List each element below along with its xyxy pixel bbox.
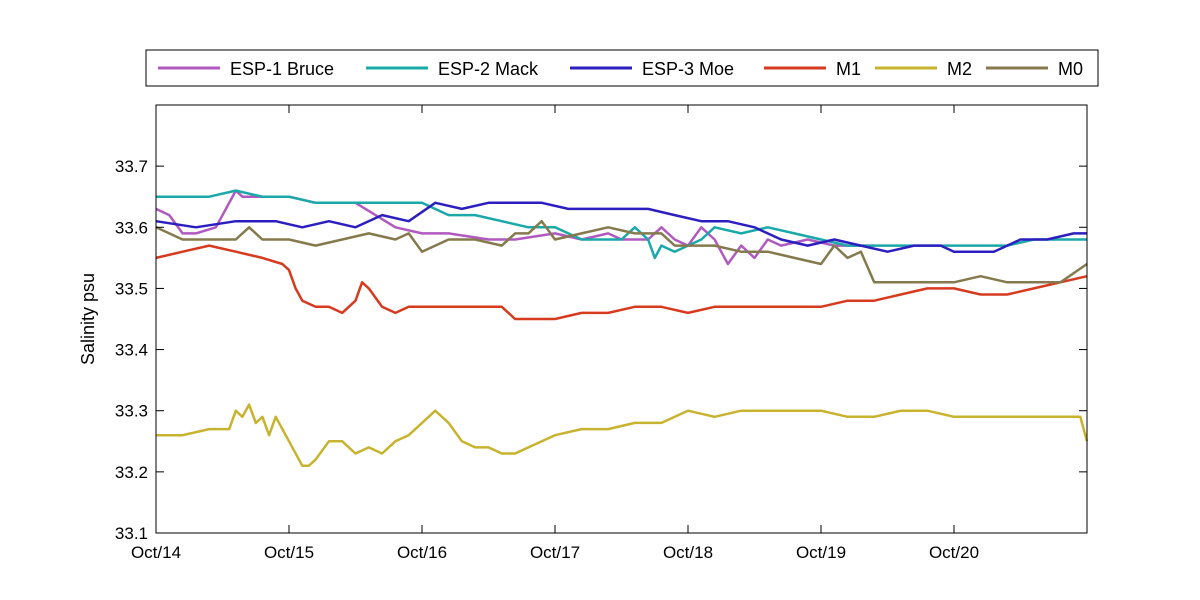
y-tick-label: 33.6	[115, 218, 148, 237]
legend-label: ESP-3 Moe	[642, 59, 734, 79]
x-tick-label: Oct/18	[663, 543, 713, 562]
x-tick-label: Oct/19	[796, 543, 846, 562]
y-axis: 33.1 33.2 33.3 33.4 33.5 33.6 33.7	[115, 157, 1087, 543]
legend-label: ESP-2 Mack	[438, 59, 539, 79]
series-line-6	[155, 219, 1088, 284]
series-line-3	[155, 201, 1087, 253]
x-tick-label: Oct/17	[530, 543, 580, 562]
legend-label: M0	[1058, 59, 1083, 79]
x-axis: Oct/14 Oct/15 Oct/16 Oct/17 Oct/18 Oct/19 Oct/…	[131, 105, 979, 562]
y-tick-label: 33.1	[115, 524, 148, 543]
series-layer	[155, 189, 1089, 467]
x-tick-label: Oct/15	[264, 543, 314, 562]
legend-label: ESP-1 Bruce	[230, 59, 334, 79]
y-tick-label: 33.4	[115, 341, 148, 360]
legend: ESP-1 Bruce ESP-2 Mack ESP-3 Moe M1 M2 M0	[145, 49, 1099, 87]
y-axis-label: Salinity psu	[78, 273, 98, 365]
legend-label: M1	[836, 59, 861, 79]
x-tick-label: Oct/14	[131, 543, 181, 562]
legend-label: M2	[947, 59, 972, 79]
y-tick-label: 33.5	[115, 279, 148, 298]
y-tick-label: 33.3	[115, 402, 148, 421]
series-line-5	[156, 403, 1089, 467]
series-line-4	[155, 244, 1088, 321]
y-tick-label: 33.7	[115, 157, 148, 176]
y-tick-label: 33.2	[115, 463, 148, 482]
x-tick-label: Oct/16	[397, 543, 447, 562]
x-tick-label: Oct/20	[929, 543, 979, 562]
plot-frame	[155, 104, 1088, 534]
